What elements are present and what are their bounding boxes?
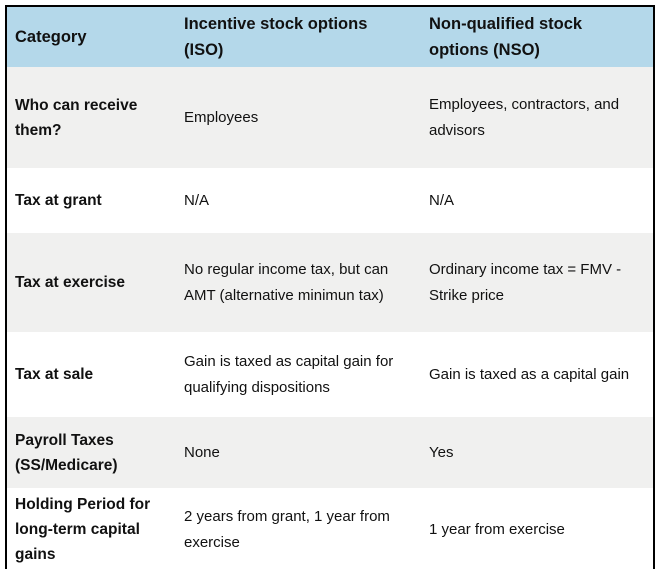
row-iso-cell: 2 years from grant, 1 year from exercise xyxy=(176,500,421,560)
row-category-cell: Who can receive them? xyxy=(7,89,176,147)
row-category-label: Tax at exercise xyxy=(15,274,126,291)
header-label-nso: Non-qualified stock options (NSO) xyxy=(429,15,583,59)
row-category-cell: Tax at exercise xyxy=(7,266,176,299)
row-category-label: Payroll Taxes (SS/Medicare) xyxy=(15,431,118,474)
header-label-category: Category xyxy=(15,27,87,46)
row-iso-value: N/A xyxy=(184,191,210,209)
header-label-iso: Incentive stock options (ISO) xyxy=(184,15,368,59)
row-nso-value: Employees, contractors, and advisors xyxy=(429,95,620,139)
row-iso-value: No regular income tax, but can AMT (alte… xyxy=(184,260,389,304)
row-nso-cell: Ordinary income tax = FMV - Strike price xyxy=(421,253,653,313)
row-category-cell: Tax at sale xyxy=(7,358,176,391)
table-row-tax-at-exercise: Tax at exercise No regular income tax, b… xyxy=(7,233,653,332)
row-category-cell: Tax at grant xyxy=(7,184,176,217)
row-nso-cell: Yes xyxy=(421,436,653,470)
row-category-label: Who can receive them? xyxy=(15,96,138,139)
row-category-label: Tax at grant xyxy=(15,192,102,209)
header-cell-nso: Non-qualified stock options (NSO) xyxy=(421,7,653,67)
table-row-holding-period: Holding Period for long-term capital gai… xyxy=(7,488,653,569)
row-nso-value: Gain is taxed as a capital gain xyxy=(429,365,630,383)
row-category-label: Holding Period for long-term capital gai… xyxy=(15,496,151,563)
row-iso-value: None xyxy=(184,443,220,461)
row-iso-value: Employees xyxy=(184,108,259,126)
row-iso-value: Gain is taxed as capital gain for qualif… xyxy=(184,352,394,396)
row-nso-cell: Gain is taxed as a capital gain xyxy=(421,358,653,392)
row-nso-value: Ordinary income tax = FMV - Strike price xyxy=(429,260,622,304)
row-category-label: Tax at sale xyxy=(15,366,94,383)
row-nso-cell: 1 year from exercise xyxy=(421,513,653,547)
row-iso-cell: Gain is taxed as capital gain for qualif… xyxy=(176,345,421,405)
row-iso-cell: N/A xyxy=(176,184,421,218)
table-row-payroll-taxes: Payroll Taxes (SS/Medicare) None Yes xyxy=(7,417,653,488)
comparison-table: Category Incentive stock options (ISO) N… xyxy=(5,5,655,569)
row-category-cell: Holding Period for long-term capital gai… xyxy=(7,488,176,569)
row-iso-cell: None xyxy=(176,436,421,470)
row-nso-value: 1 year from exercise xyxy=(429,520,565,538)
table-row-tax-at-sale: Tax at sale Gain is taxed as capital gai… xyxy=(7,332,653,417)
row-iso-cell: Employees xyxy=(176,101,421,135)
header-cell-category: Category xyxy=(7,21,176,54)
row-nso-cell: N/A xyxy=(421,184,653,218)
row-nso-value: N/A xyxy=(429,191,455,209)
table-header-row: Category Incentive stock options (ISO) N… xyxy=(7,7,653,67)
header-cell-iso: Incentive stock options (ISO) xyxy=(176,7,421,67)
table-row-who-can-receive: Who can receive them? Employees Employee… xyxy=(7,67,653,168)
table-row-tax-at-grant: Tax at grant N/A N/A xyxy=(7,168,653,233)
row-category-cell: Payroll Taxes (SS/Medicare) xyxy=(7,424,176,482)
row-nso-cell: Employees, contractors, and advisors xyxy=(421,88,653,148)
row-iso-cell: No regular income tax, but can AMT (alte… xyxy=(176,253,421,313)
row-iso-value: 2 years from grant, 1 year from exercise xyxy=(184,507,390,551)
row-nso-value: Yes xyxy=(429,443,454,461)
